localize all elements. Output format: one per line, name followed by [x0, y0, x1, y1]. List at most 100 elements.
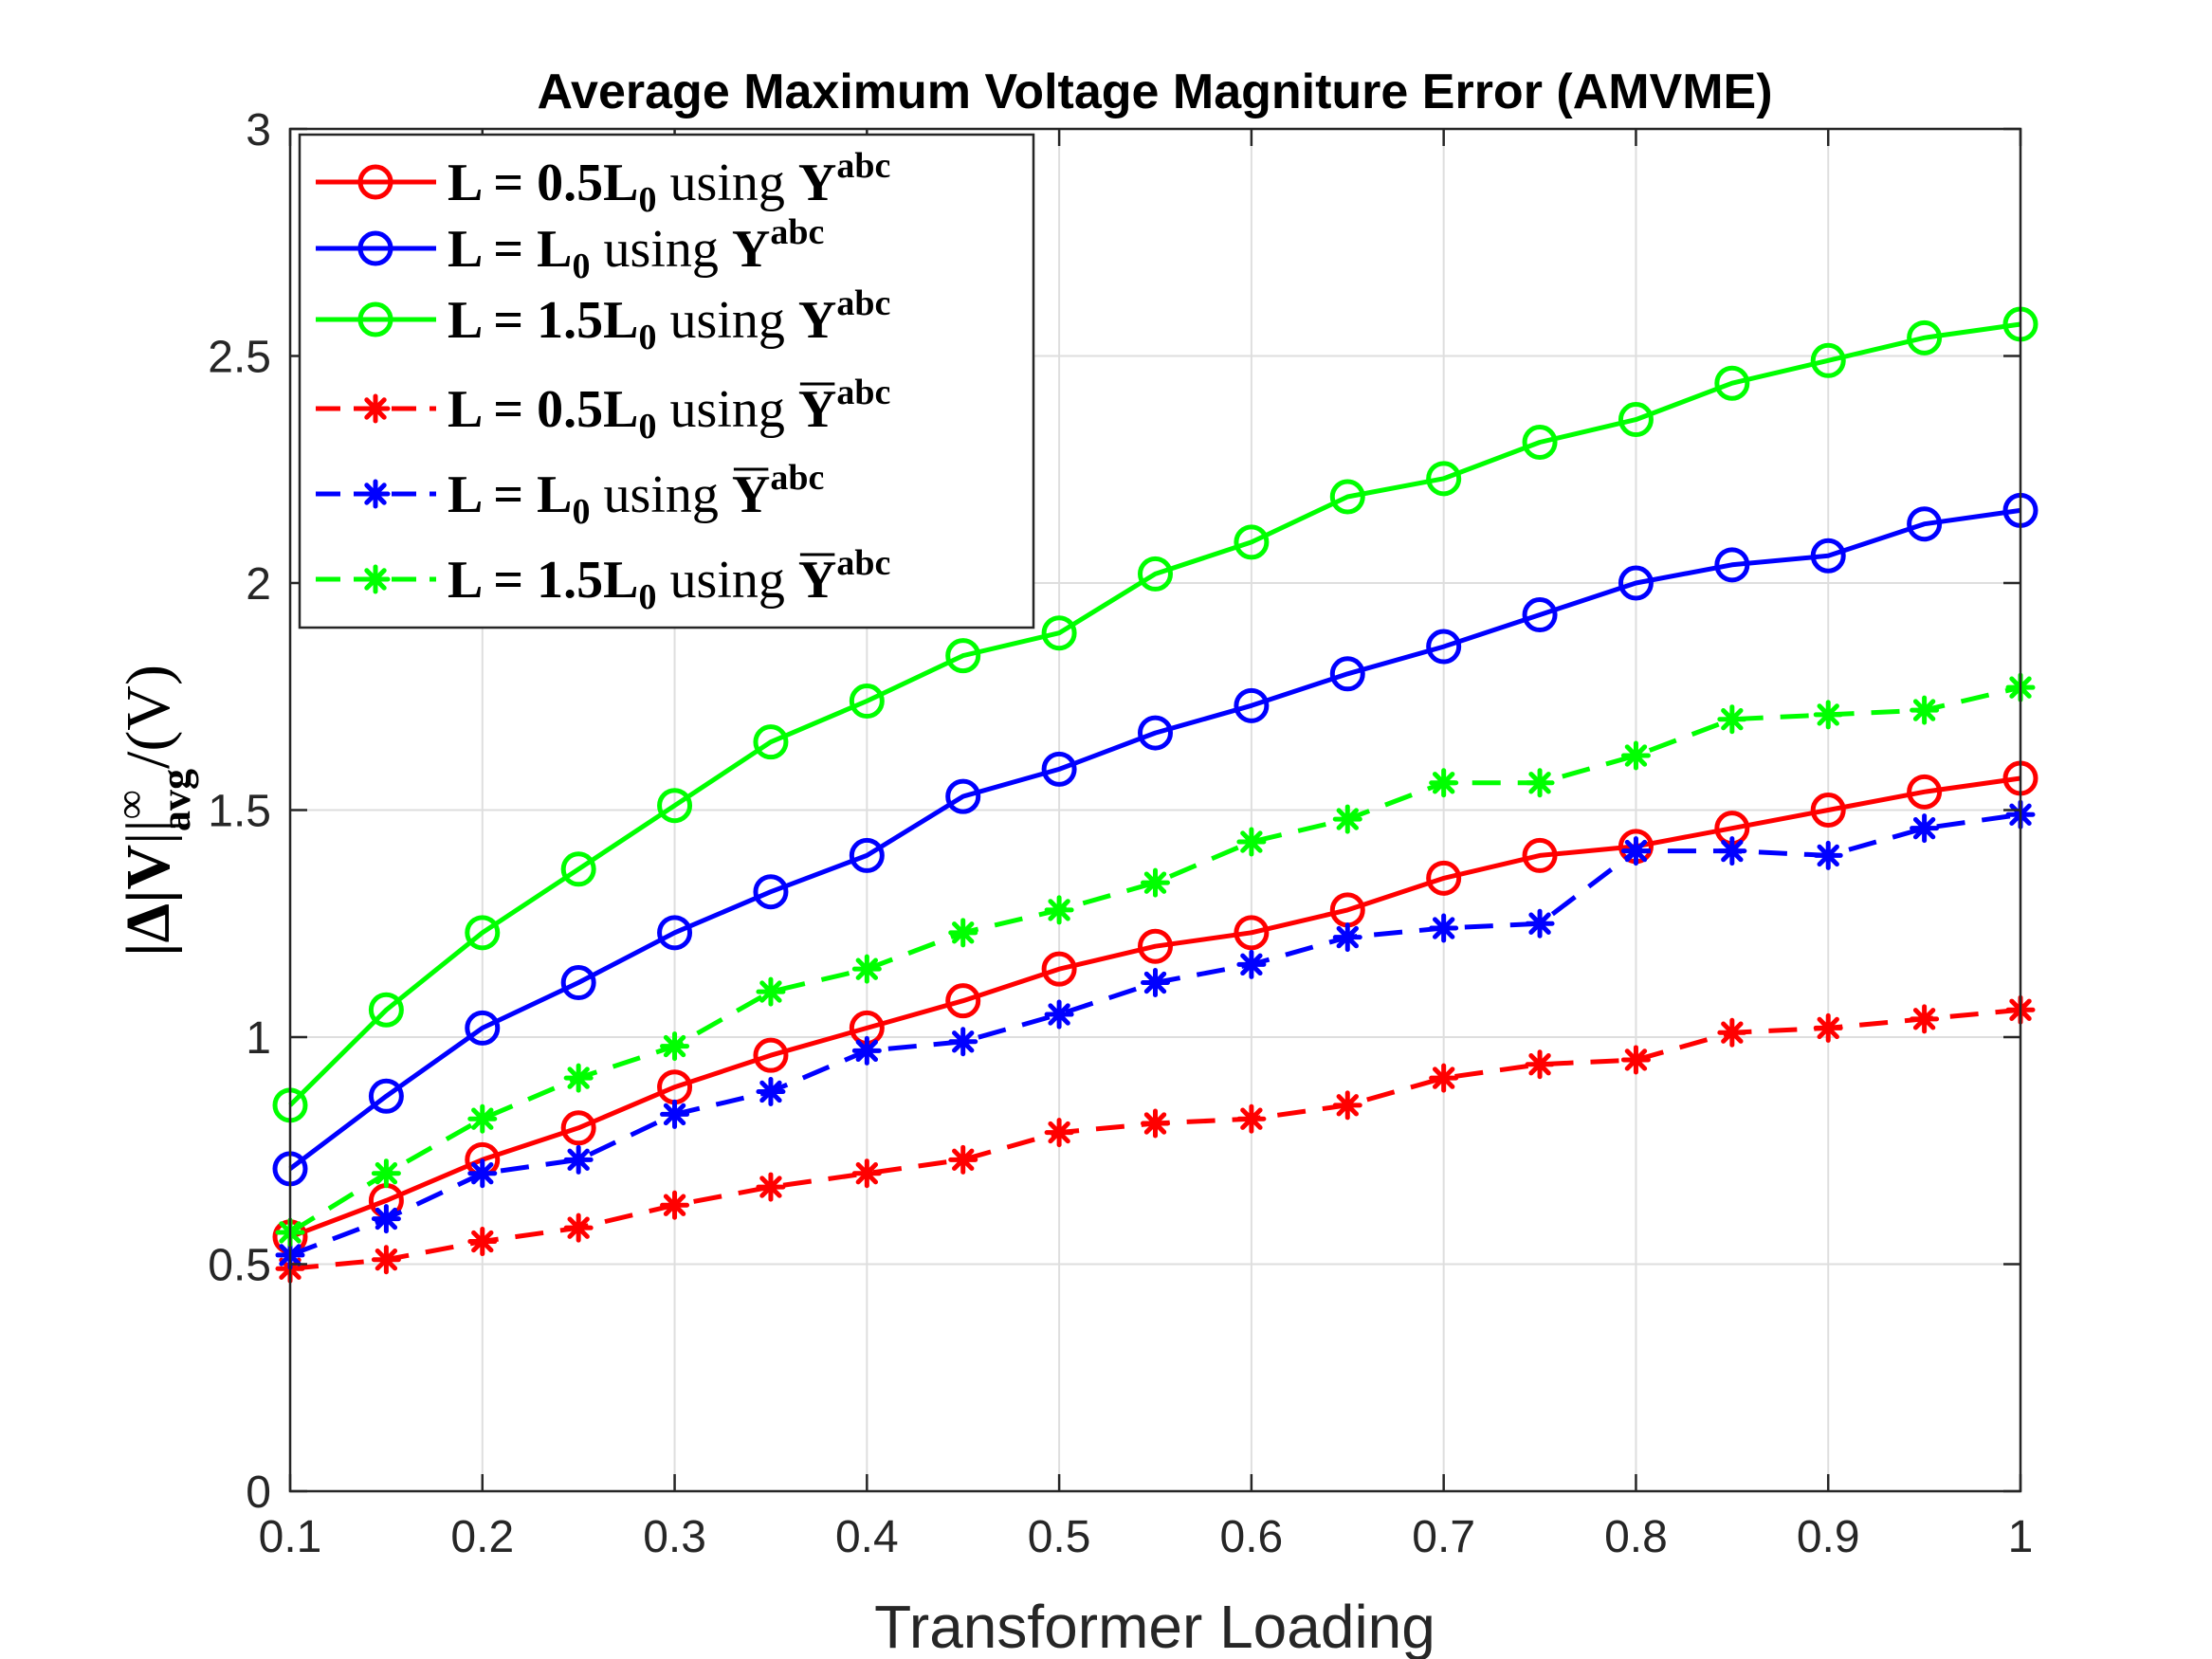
- data-point: [756, 1076, 786, 1106]
- data-point: [753, 874, 789, 910]
- legend-label: L = 0.5L0 using Yabc: [448, 146, 890, 220]
- legend-using: using: [591, 465, 732, 524]
- legend-sup: abc: [770, 212, 824, 252]
- legend-Y: Y: [732, 220, 770, 279]
- data-point: [1810, 793, 1846, 828]
- legend-lhs: L =: [448, 154, 537, 212]
- legend-box: [298, 133, 1035, 629]
- legend-Y: Y: [798, 291, 836, 350]
- data-point: [371, 1204, 401, 1234]
- series-line: [288, 321, 2021, 1107]
- data-point: [1329, 656, 1365, 692]
- legend-lhs: L =: [448, 220, 537, 279]
- data-point: [1426, 629, 1462, 665]
- data-point: [1044, 999, 1074, 1030]
- legend-L: L: [603, 551, 638, 610]
- data-point: [563, 1212, 594, 1243]
- data-point: [1234, 687, 1270, 723]
- data-point: [1910, 695, 1940, 725]
- legend-using: using: [591, 220, 732, 279]
- data-point: [1332, 1090, 1362, 1121]
- data-point: [1717, 704, 1747, 735]
- data-point: [1813, 1012, 1843, 1043]
- data-point: [1618, 402, 1654, 438]
- data-point: [849, 684, 885, 720]
- data-point: [1522, 837, 1558, 873]
- data-point: [948, 918, 978, 948]
- y-label-unit: /(V): [114, 665, 183, 769]
- data-point: [1525, 908, 1555, 939]
- legend-sup: abc: [836, 146, 890, 186]
- x-tick-label: 1: [2008, 1512, 2034, 1562]
- legend-L: L: [603, 154, 638, 212]
- data-point: [1426, 860, 1462, 896]
- svg-text:|Δ|V||∞avg/(V): |Δ|V||∞avg/(V): [107, 665, 199, 957]
- legend-coef: 1.5: [537, 291, 603, 350]
- y-label-sup: ∞: [107, 790, 154, 819]
- legend-using: using: [657, 291, 798, 350]
- data-point: [945, 638, 981, 674]
- legend-using: using: [657, 154, 798, 212]
- data-point: [1332, 804, 1362, 834]
- data-point: [1618, 565, 1654, 601]
- data-point: [467, 1158, 498, 1189]
- x-tick-label: 0.3: [643, 1512, 706, 1562]
- legend-sub: 0: [639, 407, 657, 447]
- data-point: [1525, 1049, 1555, 1080]
- data-point: [1813, 840, 1843, 870]
- legend-Y: Y: [798, 380, 836, 439]
- data-point: [1141, 968, 1170, 998]
- data-point: [1329, 479, 1365, 515]
- data-point: [1907, 774, 1943, 810]
- data-point: [1810, 538, 1846, 574]
- legend-coef: 0.5: [537, 154, 603, 212]
- data-point: [1907, 506, 1943, 542]
- data-point: [753, 1037, 789, 1073]
- legend-L: L: [603, 380, 638, 439]
- data-point: [1429, 768, 1459, 798]
- data-point: [1234, 524, 1270, 560]
- data-point: [1620, 740, 1651, 771]
- series-3: [272, 306, 2038, 1123]
- axes-box: [288, 127, 2022, 1493]
- series-line: [289, 775, 2021, 1240]
- data-point: [1522, 425, 1558, 461]
- legend-using: using: [657, 380, 798, 439]
- data-point: [1910, 1004, 1940, 1034]
- legend-marker: [360, 479, 391, 509]
- data-point: [851, 1158, 882, 1189]
- legend-sup: abc: [836, 543, 890, 583]
- series-1: [272, 760, 2038, 1255]
- x-tick-label: 0.2: [450, 1512, 514, 1562]
- legend-label: L = 1.5L0 using Yabc: [448, 283, 890, 357]
- data-point: [1717, 836, 1747, 866]
- data-point: [660, 1031, 690, 1062]
- legend-sup: abc: [770, 458, 824, 498]
- data-point: [467, 1103, 498, 1134]
- y-tick-label: 0: [246, 1468, 271, 1518]
- data-point: [465, 915, 501, 951]
- y-tick-label: 2.5: [208, 333, 271, 383]
- data-point: [1138, 928, 1173, 964]
- y-tick-label: 1: [246, 1013, 271, 1064]
- legend-sub: 0: [639, 318, 657, 357]
- legend-lhs: L =: [448, 291, 537, 350]
- legend-using: using: [657, 551, 798, 610]
- data-point: [1141, 1108, 1170, 1139]
- y-label-norm: ||: [114, 819, 183, 844]
- data-point: [371, 1245, 401, 1275]
- data-point: [1332, 922, 1362, 953]
- data-point: [560, 965, 596, 1001]
- data-point: [1236, 949, 1267, 979]
- legend-sub: 0: [573, 246, 591, 286]
- data-point: [1714, 547, 1750, 583]
- series-2: [272, 492, 2038, 1187]
- data-point: [756, 1172, 786, 1202]
- legend-Y: Y: [798, 154, 836, 212]
- data-point: [368, 1078, 404, 1114]
- data-point: [660, 1099, 690, 1129]
- data-point: [1041, 751, 1077, 787]
- data-point: [657, 788, 693, 824]
